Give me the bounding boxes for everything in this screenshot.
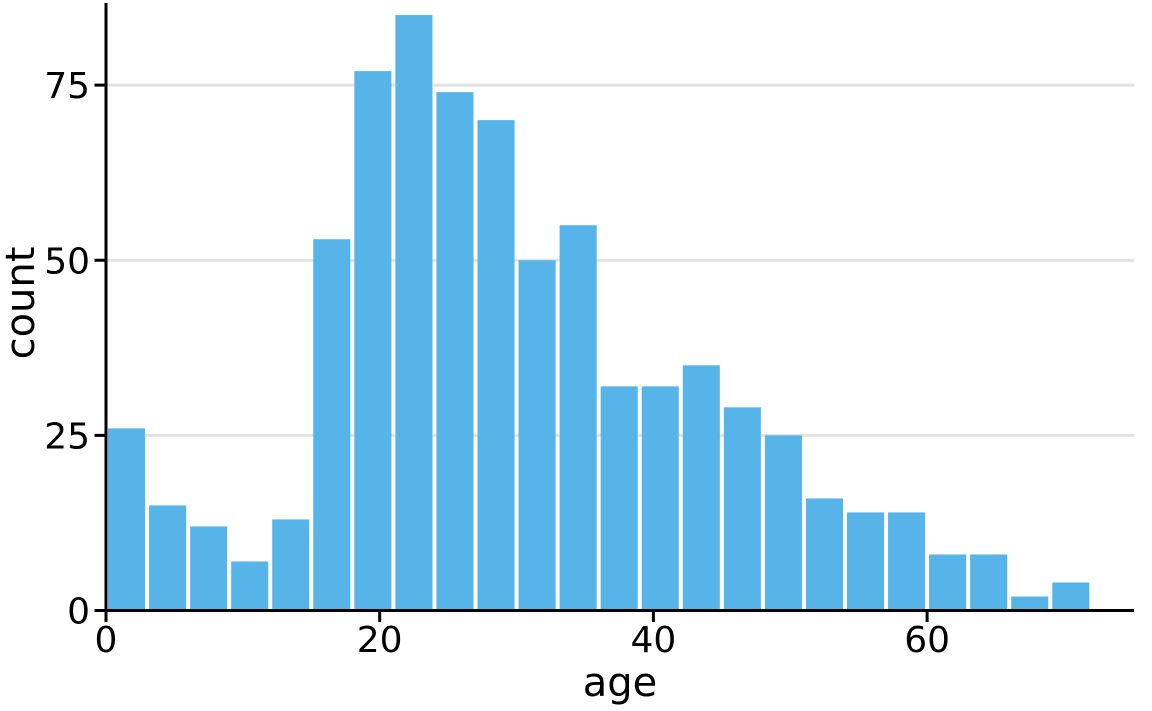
histogram-bar: [929, 554, 967, 611]
histogram-bar: [600, 386, 638, 611]
gridlines: [106, 83, 1134, 437]
histogram-bar: [805, 498, 843, 611]
y-tick-label-0: 0: [67, 592, 90, 633]
histogram-bar: [477, 120, 515, 611]
histogram-bar: [108, 428, 146, 611]
histogram-bar: [395, 15, 433, 611]
histogram-bar: [723, 407, 761, 611]
histogram-bar: [436, 92, 474, 611]
histogram-bar: [231, 561, 269, 611]
histogram-bar: [970, 554, 1008, 611]
histogram-bar: [354, 71, 392, 611]
x-tick-label-0: 0: [95, 620, 118, 661]
histogram-bar: [682, 365, 720, 611]
histogram-bar: [149, 505, 187, 611]
histogram-bar: [272, 519, 310, 611]
histogram-bar: [888, 512, 926, 611]
x-tick-label-20: 20: [357, 620, 403, 661]
y-tick-label-75: 75: [44, 66, 90, 107]
x-tick-label-40: 40: [630, 620, 676, 661]
x-tick-label-60: 60: [904, 620, 950, 661]
histogram-bar: [764, 435, 802, 611]
histogram-bar: [559, 225, 597, 611]
histogram-bar: [518, 260, 556, 611]
histogram-bar: [190, 526, 228, 611]
x-axis-ticks: 0 20 40 60: [95, 612, 950, 661]
histogram-bar: [1052, 582, 1090, 611]
y-tick-label-25: 25: [44, 416, 90, 457]
y-axis-ticks: 0 25 50 75: [44, 66, 105, 633]
histogram-bar: [846, 512, 885, 611]
histogram-bars: [108, 15, 1090, 611]
y-tick-label-50: 50: [44, 241, 90, 282]
y-axis-title: count: [0, 247, 44, 360]
histogram-bar: [313, 239, 351, 611]
histogram-bar: [1011, 596, 1049, 611]
x-axis-title: age: [583, 660, 658, 706]
axes: [104, 3, 1134, 612]
histogram-bar: [641, 386, 679, 611]
